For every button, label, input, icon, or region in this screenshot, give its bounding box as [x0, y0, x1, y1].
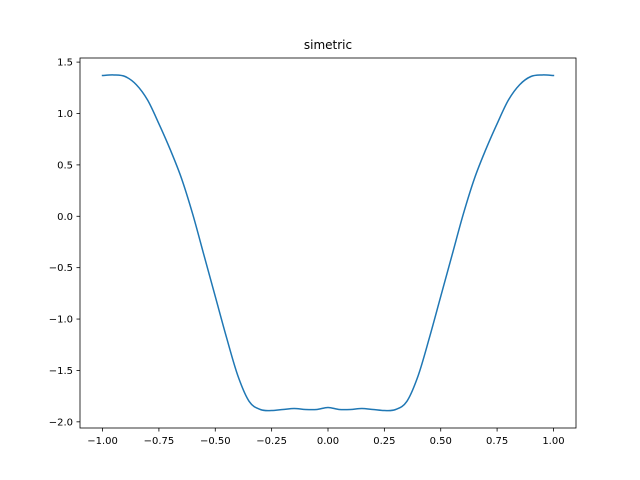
y-tick-label: 1.0 — [57, 109, 73, 120]
y-tick-label: 1.5 — [57, 58, 73, 69]
y-tick-label: 0.0 — [57, 212, 73, 223]
y-tick-label: 0.5 — [57, 160, 73, 171]
axes-frame — [79, 57, 577, 429]
x-tick-label: −1.00 — [87, 436, 118, 447]
y-tick-label: −0.5 — [49, 263, 73, 274]
x-tick-label: −0.75 — [144, 436, 175, 447]
y-tick-label: −1.0 — [49, 315, 73, 326]
x-tick-label: −0.50 — [200, 436, 231, 447]
y-tick-label: −2.0 — [49, 417, 73, 428]
x-axis: −1.00 −0.75 −0.50 −0.25 0.00 0.25 0.50 0.75 1.00 — [87, 428, 565, 447]
x-tick-label: 0.75 — [486, 436, 508, 447]
x-tick-label: 0.50 — [430, 436, 452, 447]
x-tick-label: 1.00 — [542, 436, 564, 447]
series-line-0 — [101, 74, 555, 412]
y-tick-label: −1.5 — [49, 366, 73, 377]
y-axis: 1.5 1.0 0.5 0.0 −0.5 −1.0 −1.5 −2.0 — [49, 58, 80, 428]
plot-area — [101, 74, 555, 412]
x-tick-label: −0.25 — [256, 436, 287, 447]
x-tick-label: 0.25 — [373, 436, 395, 447]
chart-title: simetric — [304, 38, 352, 52]
x-tick-label: 0.00 — [317, 436, 339, 447]
